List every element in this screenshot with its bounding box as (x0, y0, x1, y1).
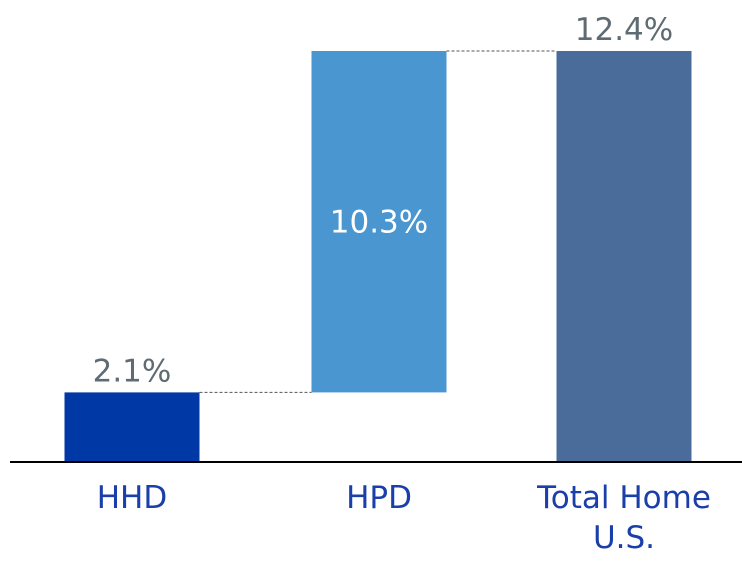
bar (311, 51, 447, 393)
bar (556, 51, 692, 462)
value-label: 2.1% (93, 353, 172, 389)
value-label: 12.4% (575, 12, 673, 48)
x-tick-label: HPD (346, 480, 412, 516)
bar (64, 392, 200, 462)
x-tick-label: HHD (96, 480, 168, 516)
x-tick-label: Total Home U.S. (537, 480, 711, 556)
value-label: 10.3% (330, 205, 428, 241)
